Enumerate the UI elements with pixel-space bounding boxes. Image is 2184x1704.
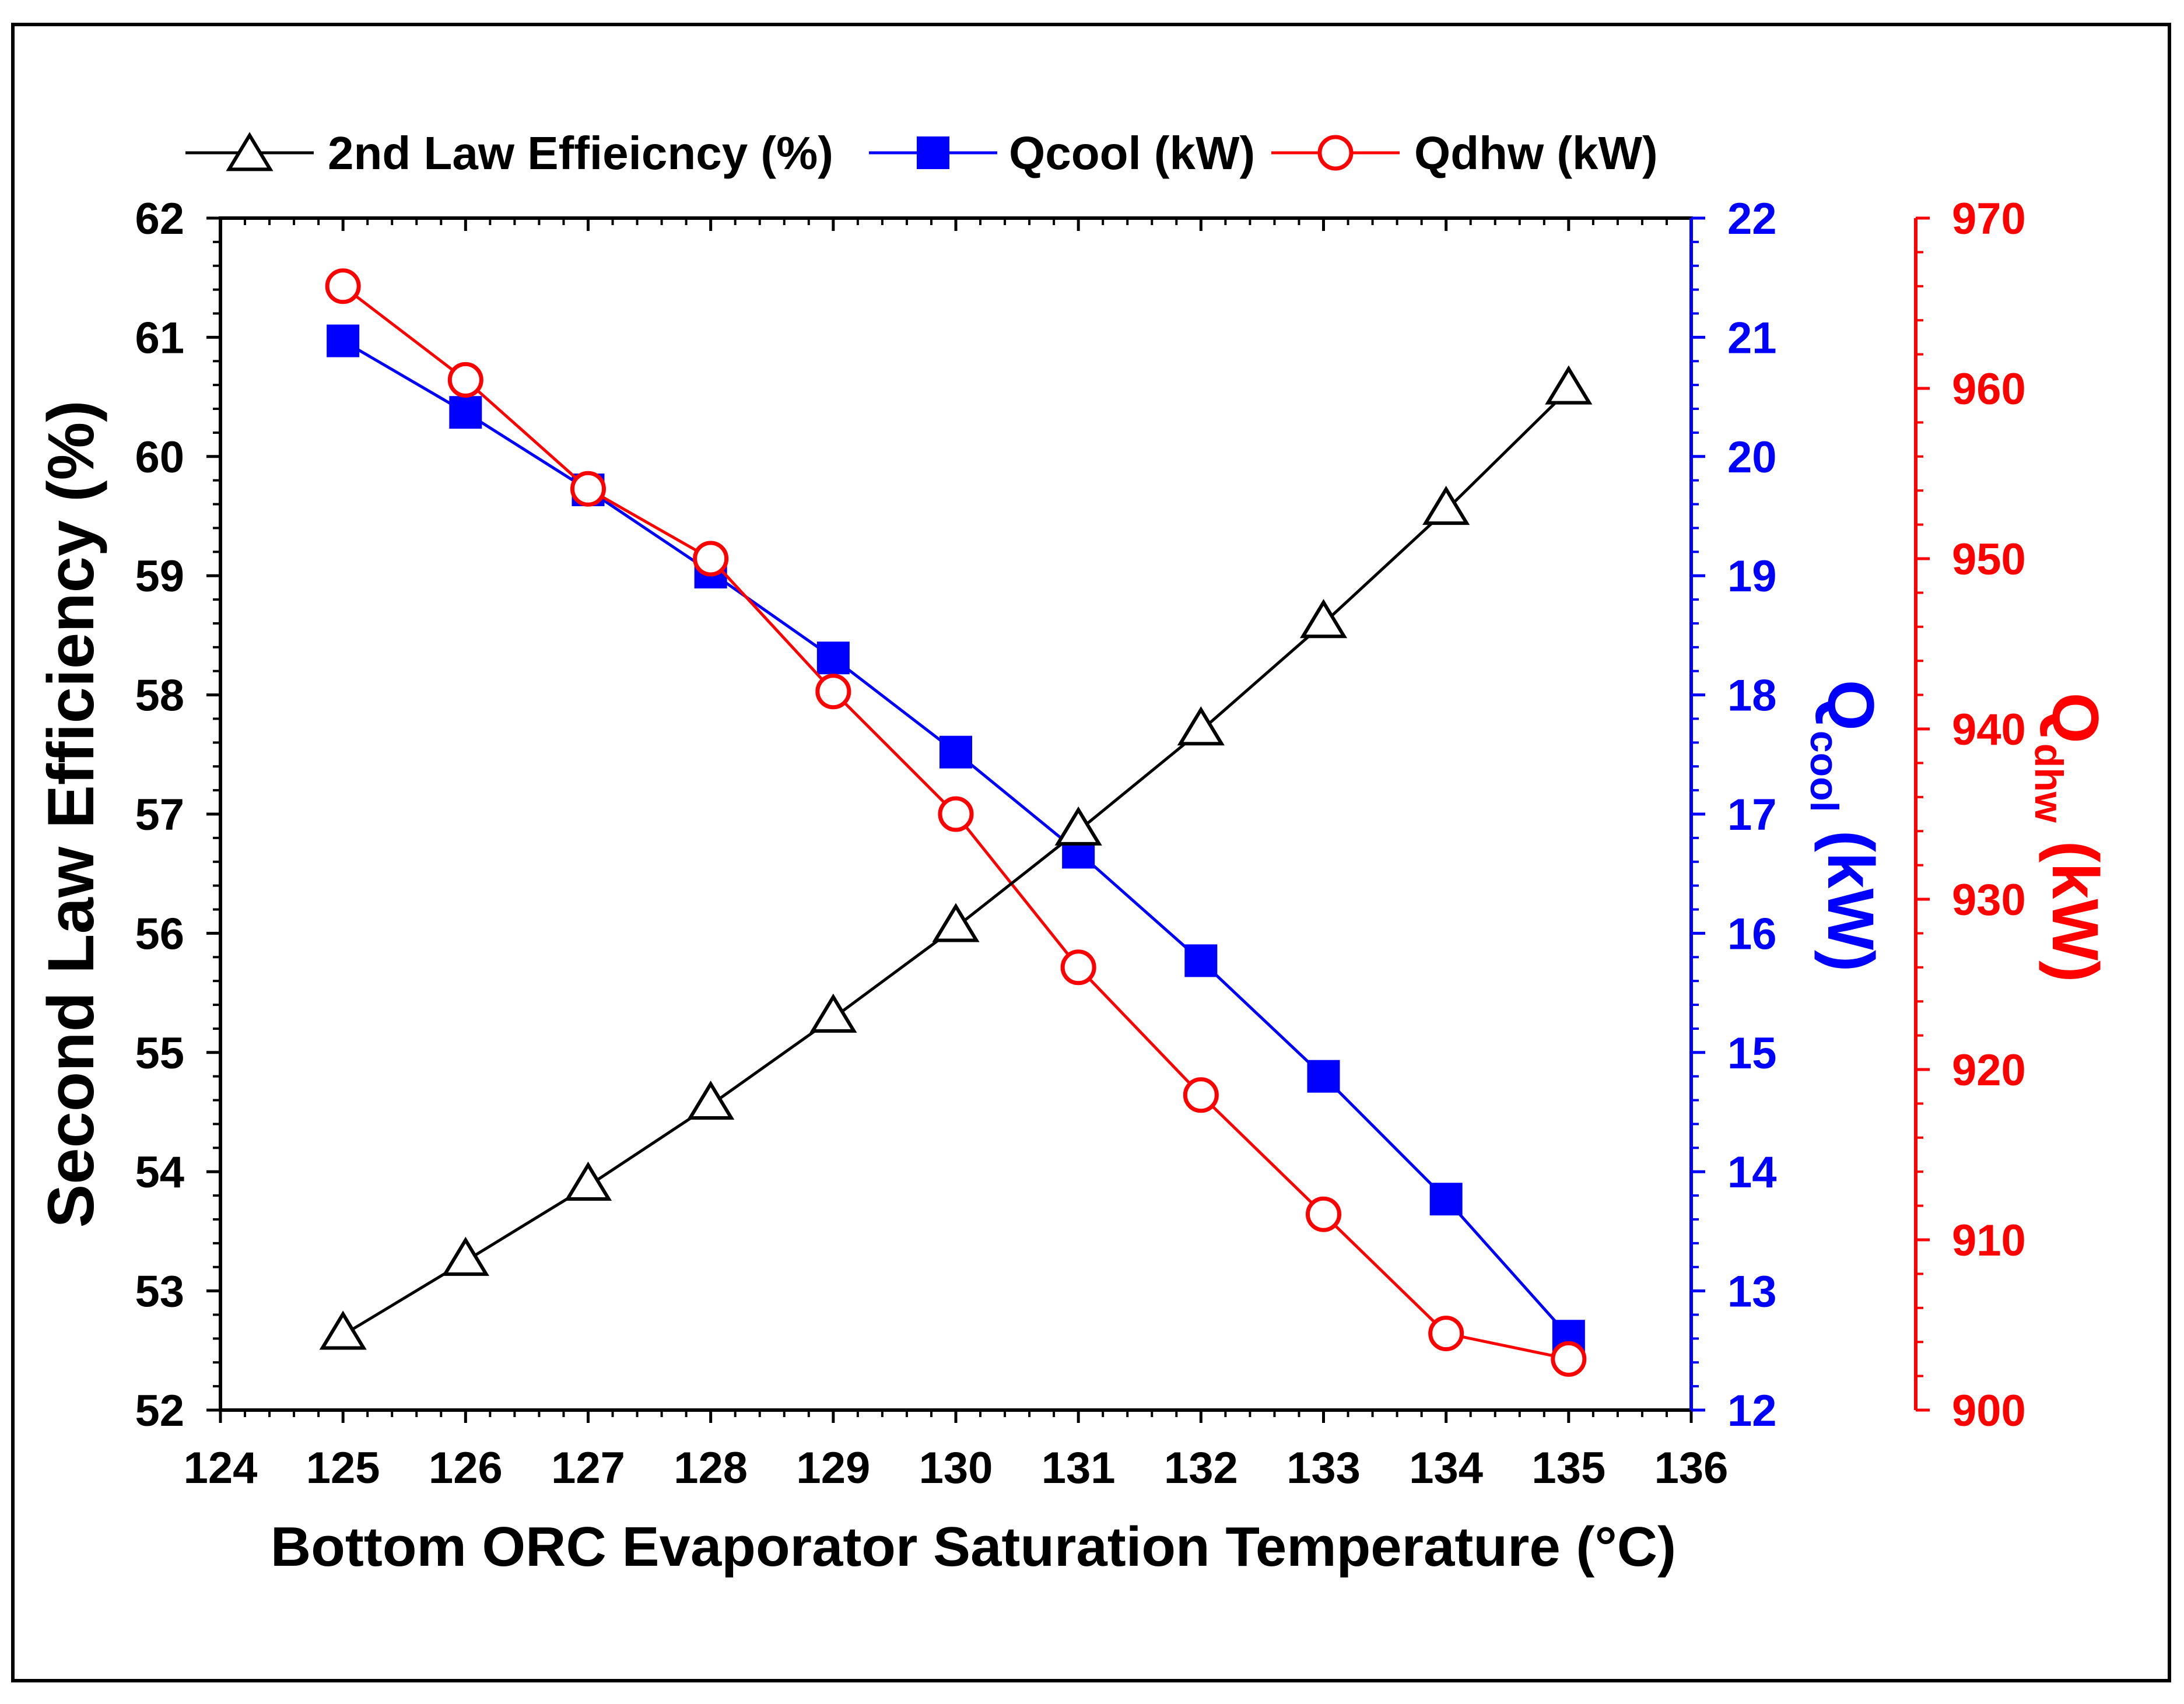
right-axis-cool-tick-label: 12 (1727, 1386, 1777, 1436)
left-y-tick-label: 52 (135, 1386, 184, 1436)
right-axis-cool-tick-label: 20 (1727, 433, 1777, 482)
series-0 (319, 365, 1593, 1350)
x-tick-label: 129 (796, 1443, 870, 1493)
series-2 (325, 268, 1587, 1377)
left-y-axis-label: Second Law Efficiency (%) (34, 401, 107, 1228)
right-axis-dhw-label-group: Qdhw (kW) (2027, 693, 2112, 983)
x-tick-label: 128 (674, 1443, 748, 1493)
legend-item: Qdhw (kW) (1271, 127, 1658, 179)
data-point (1299, 599, 1348, 639)
data-point (1429, 1183, 1463, 1216)
data-point (1307, 1060, 1340, 1093)
left-y-tick-label: 59 (135, 552, 184, 601)
right-axis-dhw-tick-label: 900 (1952, 1386, 2026, 1436)
legend-marker (226, 132, 274, 171)
left-y-tick-label: 57 (135, 790, 184, 840)
right-axis-cool-label-sub: cool (1802, 731, 1846, 812)
right-axis-cool-label-main: Q (1814, 680, 1887, 731)
data-point (319, 1310, 367, 1350)
x-axis-label: Bottom ORC Evaporator Saturation Tempera… (271, 1516, 1676, 1578)
right-axis-dhw-tick-label: 910 (1952, 1216, 2026, 1265)
data-point (441, 1236, 489, 1276)
x-tick-label: 131 (1042, 1443, 1116, 1493)
data-point (1177, 706, 1225, 746)
data-point (1054, 806, 1102, 846)
right-axis-dhw-label-unit: (kW) (2039, 823, 2112, 983)
data-point (447, 362, 483, 398)
right-axis-cool-tick-label: 21 (1727, 313, 1777, 363)
legend-marker (1317, 135, 1354, 171)
right-axis-dhw-tick-label: 950 (1952, 535, 2026, 584)
right-axis-cool-label: Qcool (kW) (1802, 680, 1887, 972)
right-axis-dhw-tick-label: 940 (1952, 705, 2026, 755)
left-y-tick-label: 61 (135, 313, 184, 363)
x-tick-label: 125 (306, 1443, 380, 1493)
x-tick-label: 136 (1654, 1443, 1729, 1493)
data-point (939, 735, 972, 769)
x-tick-label: 134 (1409, 1443, 1483, 1493)
right-axis-cool-tick-label: 17 (1727, 790, 1777, 840)
left-y-tick-label: 58 (135, 671, 184, 721)
legend-item: 2nd Law Effieicncy (%) (185, 127, 833, 179)
legend-label: Qdhw (kW) (1414, 127, 1658, 179)
right-axis-cool-tick-label: 15 (1727, 1029, 1777, 1078)
data-point (325, 268, 361, 304)
data-point (932, 903, 980, 942)
left-y-tick-label: 54 (135, 1148, 184, 1197)
left-y-tick-label: 60 (135, 433, 184, 482)
right-axis-cool-tick-label: 13 (1727, 1267, 1777, 1317)
data-point (1183, 1077, 1219, 1113)
right-axis-dhw-label-sub: dhw (2027, 744, 2071, 823)
data-point (1306, 1196, 1341, 1232)
data-point (815, 674, 851, 710)
left-y-tick-label: 56 (135, 909, 184, 959)
legend-marker (917, 136, 949, 169)
data-point (809, 993, 857, 1033)
data-point (449, 396, 482, 429)
right-axis-cool-tick-label: 19 (1727, 552, 1777, 601)
left-y-tick-label: 53 (135, 1267, 184, 1317)
legend-label: Qcool (kW) (1009, 127, 1255, 179)
x-tick-label: 132 (1164, 1443, 1238, 1493)
right-axis-cool-tick-label: 18 (1727, 671, 1777, 721)
data-point (1551, 1341, 1587, 1377)
x-tick-label: 135 (1531, 1443, 1605, 1493)
right-axis-dhw-tick-label: 930 (1952, 875, 2026, 925)
data-point (816, 641, 850, 675)
right-axis-dhw-tick-label: 920 (1952, 1046, 2026, 1095)
right-axis-cool-tick-label: 16 (1727, 909, 1777, 959)
data-point (1060, 949, 1096, 986)
data-point (1428, 1316, 1464, 1352)
data-point (1422, 485, 1470, 525)
right-axis-dhw-tick-label: 970 (1952, 194, 2026, 244)
right-axis-dhw-label-main: Q (2039, 693, 2112, 744)
data-point (938, 796, 974, 832)
data-point (564, 1161, 612, 1201)
right-axis-dhw-label: Qdhw (kW) (2027, 693, 2112, 983)
left-y-tick-label: 62 (135, 194, 184, 244)
x-tick-label: 126 (429, 1443, 503, 1493)
right-axis-cool-tick-label: 22 (1727, 194, 1777, 244)
data-point (570, 471, 606, 507)
right-axis-cool-label-unit: (kW) (1814, 812, 1887, 972)
x-tick-label: 130 (919, 1443, 993, 1493)
right-axis-dhw-tick-label: 960 (1952, 364, 2026, 414)
data-point (687, 1080, 735, 1120)
legend-item: Qcool (kW) (869, 127, 1255, 179)
data-point (693, 541, 729, 577)
legend-label: 2nd Law Effieicncy (%) (328, 127, 833, 179)
x-tick-label: 124 (184, 1443, 258, 1493)
data-point (1184, 944, 1218, 977)
x-tick-label: 127 (551, 1443, 625, 1493)
left-y-tick-label: 55 (135, 1029, 184, 1078)
x-tick-label: 133 (1286, 1443, 1361, 1493)
data-point (1545, 365, 1593, 405)
right-axis-cool-tick-label: 14 (1727, 1148, 1777, 1197)
right-axis-cool-label-group: Qcool (kW) (1802, 680, 1887, 972)
data-point (327, 324, 360, 357)
